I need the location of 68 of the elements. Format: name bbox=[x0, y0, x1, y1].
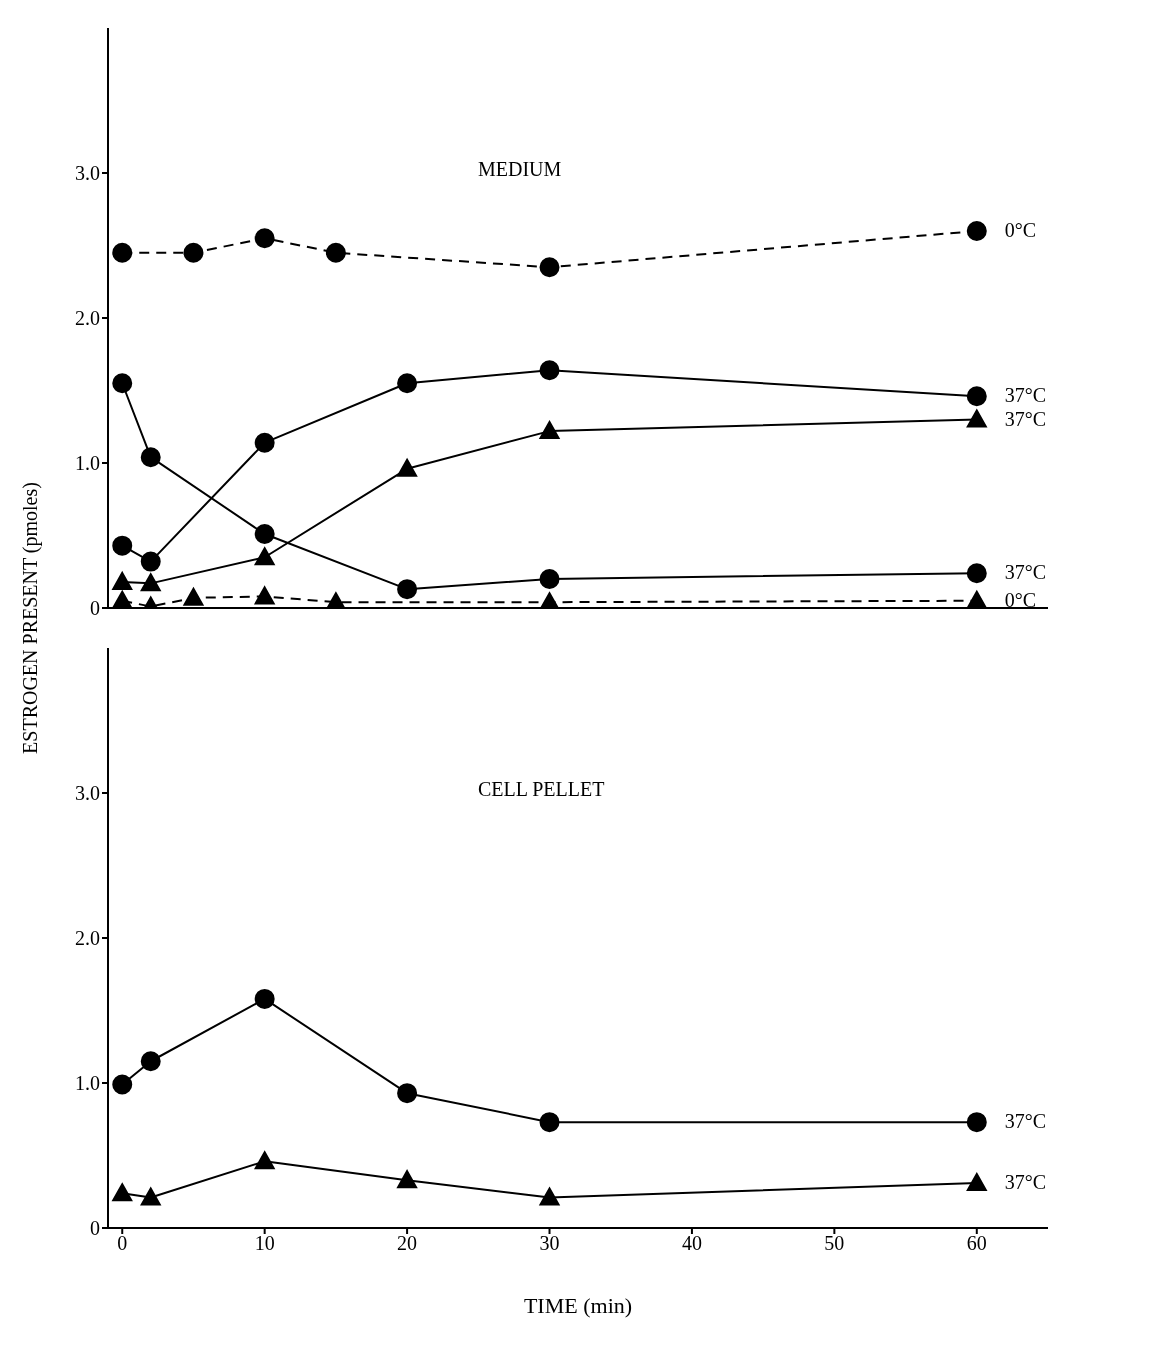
point bbox=[539, 360, 560, 381]
x-tick-label: 20 bbox=[397, 1232, 418, 1255]
y-tick-label: 3.0 bbox=[75, 782, 100, 805]
series-label: 37°C bbox=[1004, 1171, 1047, 1194]
point bbox=[254, 547, 275, 566]
x-tick-label: 50 bbox=[824, 1232, 845, 1255]
point bbox=[325, 242, 346, 263]
series-label: 37°C bbox=[1004, 384, 1047, 407]
point bbox=[966, 563, 987, 584]
point bbox=[397, 458, 418, 477]
point bbox=[112, 571, 133, 590]
series-label: 37°C bbox=[1004, 1110, 1047, 1133]
point bbox=[966, 409, 987, 428]
point bbox=[397, 579, 418, 600]
point bbox=[966, 590, 987, 608]
point bbox=[397, 1083, 418, 1104]
y-tick-label: 1.0 bbox=[75, 452, 100, 475]
y-axis-title: ESTROGEN PRESENT (pmoles) bbox=[18, 482, 42, 754]
point bbox=[140, 551, 161, 572]
point bbox=[966, 1112, 987, 1133]
annotation: MEDIUM bbox=[478, 158, 562, 181]
point bbox=[140, 1187, 161, 1206]
point bbox=[539, 421, 560, 440]
point bbox=[966, 1173, 987, 1192]
series-label: 0°C bbox=[1004, 588, 1037, 611]
point bbox=[325, 592, 346, 608]
point bbox=[966, 386, 987, 407]
series-label: 0°C bbox=[1004, 219, 1037, 241]
point bbox=[397, 373, 418, 394]
point bbox=[183, 587, 204, 606]
series-label: 37°C bbox=[1004, 407, 1047, 430]
point bbox=[140, 1051, 161, 1072]
x-tick-label: 40 bbox=[681, 1232, 702, 1255]
x-tick-label: 0 bbox=[117, 1232, 128, 1255]
point bbox=[254, 1151, 275, 1170]
point bbox=[254, 586, 275, 605]
point bbox=[254, 432, 275, 453]
point bbox=[112, 1074, 133, 1095]
point bbox=[539, 257, 560, 278]
point bbox=[112, 590, 133, 608]
point bbox=[112, 373, 133, 394]
y-tick-label: 3.0 bbox=[75, 162, 100, 185]
point bbox=[397, 1170, 418, 1189]
point bbox=[140, 447, 161, 468]
x-tick-label: 60 bbox=[966, 1232, 987, 1255]
series-label: 37°C bbox=[1004, 561, 1047, 584]
point bbox=[112, 535, 133, 556]
point bbox=[539, 1112, 560, 1133]
point bbox=[966, 221, 987, 241]
point bbox=[539, 569, 560, 589]
point bbox=[254, 228, 275, 249]
point bbox=[254, 524, 275, 545]
point bbox=[539, 592, 560, 608]
y-tick-label: 2.0 bbox=[75, 307, 100, 330]
x-axis-title: TIME (min) bbox=[523, 1293, 633, 1318]
y-tick-label: 1.0 bbox=[75, 1072, 100, 1095]
annotation: CELL PELLET bbox=[478, 778, 605, 801]
y-tick-label: 2.0 bbox=[75, 927, 100, 950]
point bbox=[254, 988, 275, 1009]
point bbox=[539, 1187, 560, 1206]
point bbox=[112, 242, 133, 263]
point bbox=[140, 573, 161, 592]
point bbox=[112, 1183, 133, 1202]
y-tick-label: 0 bbox=[90, 597, 100, 620]
point bbox=[183, 242, 204, 263]
x-tick-label: 30 bbox=[539, 1232, 560, 1255]
y-tick-label: 0 bbox=[90, 1217, 100, 1240]
x-tick-label: 10 bbox=[254, 1232, 275, 1255]
